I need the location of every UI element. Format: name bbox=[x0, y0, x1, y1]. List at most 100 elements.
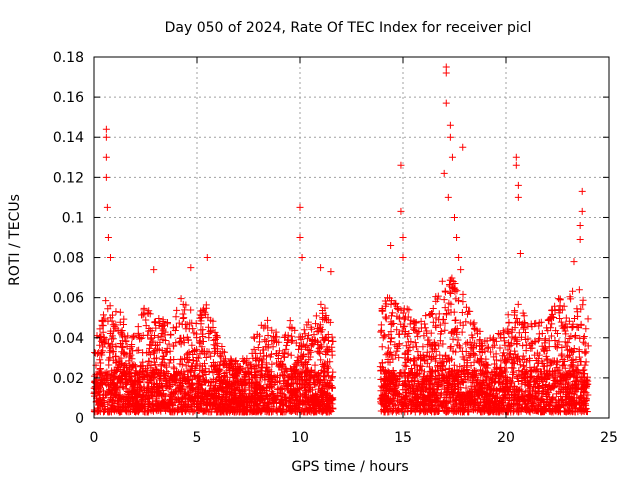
data-point bbox=[253, 378, 261, 386]
data-point bbox=[402, 342, 410, 350]
data-point bbox=[222, 393, 230, 401]
data-point bbox=[495, 401, 503, 409]
data-point bbox=[464, 370, 472, 378]
data-point bbox=[121, 369, 129, 377]
data-point bbox=[450, 382, 458, 390]
data-point bbox=[490, 341, 498, 349]
data-point bbox=[133, 374, 141, 382]
data-point bbox=[391, 392, 399, 400]
data-point bbox=[413, 405, 421, 413]
data-point bbox=[185, 325, 193, 333]
data-point bbox=[138, 395, 146, 403]
data-point bbox=[181, 391, 189, 399]
data-point bbox=[568, 347, 576, 355]
data-point bbox=[99, 381, 107, 389]
data-point bbox=[288, 325, 296, 333]
data-point bbox=[549, 383, 557, 391]
data-point bbox=[547, 324, 555, 332]
data-point bbox=[511, 308, 519, 316]
data-point bbox=[305, 331, 313, 339]
data-point bbox=[275, 405, 283, 413]
data-point bbox=[453, 234, 461, 241]
data-point bbox=[198, 313, 206, 321]
data-point bbox=[561, 323, 569, 331]
data-point bbox=[267, 377, 275, 385]
data-point bbox=[181, 406, 189, 414]
data-point bbox=[531, 394, 539, 402]
y-tick-label: 0.16 bbox=[53, 90, 84, 106]
data-point bbox=[222, 355, 230, 363]
data-point bbox=[442, 310, 450, 318]
data-point bbox=[315, 345, 323, 353]
data-point bbox=[183, 333, 191, 341]
data-point bbox=[287, 351, 295, 359]
data-point bbox=[438, 277, 446, 285]
data-point bbox=[305, 368, 313, 376]
data-point bbox=[449, 389, 457, 397]
data-point bbox=[179, 314, 187, 322]
data-point bbox=[177, 388, 185, 396]
data-point bbox=[401, 369, 409, 377]
data-point bbox=[154, 333, 162, 341]
data-point bbox=[245, 395, 253, 403]
data-point bbox=[296, 203, 304, 211]
data-point bbox=[577, 358, 585, 366]
data-point bbox=[219, 348, 227, 356]
data-point bbox=[428, 354, 436, 362]
data-point bbox=[328, 384, 336, 392]
data-point bbox=[431, 374, 439, 382]
data-point bbox=[105, 344, 113, 352]
data-point bbox=[319, 315, 327, 323]
data-point bbox=[542, 369, 550, 377]
data-point bbox=[492, 356, 500, 364]
data-point bbox=[249, 374, 257, 382]
data-point bbox=[116, 395, 124, 403]
data-point bbox=[248, 365, 256, 373]
data-point bbox=[134, 329, 142, 337]
data-point bbox=[306, 385, 314, 393]
data-point bbox=[296, 391, 304, 399]
data-point bbox=[499, 349, 507, 357]
data-point bbox=[464, 389, 472, 397]
data-point bbox=[119, 344, 127, 352]
data-point bbox=[405, 390, 413, 398]
data-point bbox=[378, 391, 386, 399]
data-point bbox=[135, 406, 143, 414]
data-point bbox=[97, 376, 105, 384]
data-point bbox=[244, 368, 252, 376]
data-point bbox=[440, 394, 448, 402]
data-point bbox=[459, 143, 467, 151]
data-point bbox=[427, 401, 435, 409]
data-point bbox=[449, 335, 457, 343]
data-point bbox=[541, 383, 549, 391]
data-point bbox=[450, 308, 458, 316]
data-point bbox=[455, 254, 463, 262]
data-point bbox=[476, 336, 484, 344]
data-point bbox=[446, 344, 454, 352]
data-point bbox=[555, 338, 563, 346]
data-point bbox=[243, 355, 251, 363]
data-point bbox=[182, 362, 190, 370]
data-point bbox=[404, 407, 412, 415]
data-point bbox=[522, 335, 530, 343]
data-point bbox=[397, 207, 405, 215]
data-point bbox=[115, 356, 123, 364]
data-point bbox=[145, 357, 153, 365]
data-point bbox=[108, 317, 116, 325]
data-point bbox=[543, 366, 551, 374]
data-point bbox=[235, 401, 243, 409]
data-point bbox=[318, 408, 326, 416]
data-point bbox=[499, 372, 507, 380]
data-point bbox=[146, 344, 154, 352]
data-point bbox=[98, 351, 106, 359]
data-point bbox=[527, 320, 535, 328]
data-point bbox=[269, 376, 277, 384]
data-point bbox=[388, 309, 396, 317]
data-point bbox=[227, 356, 235, 364]
data-point bbox=[170, 363, 178, 371]
data-point bbox=[441, 304, 449, 312]
data-point bbox=[519, 368, 527, 376]
data-point bbox=[404, 355, 412, 363]
data-point bbox=[514, 357, 522, 365]
data-point bbox=[471, 351, 479, 359]
